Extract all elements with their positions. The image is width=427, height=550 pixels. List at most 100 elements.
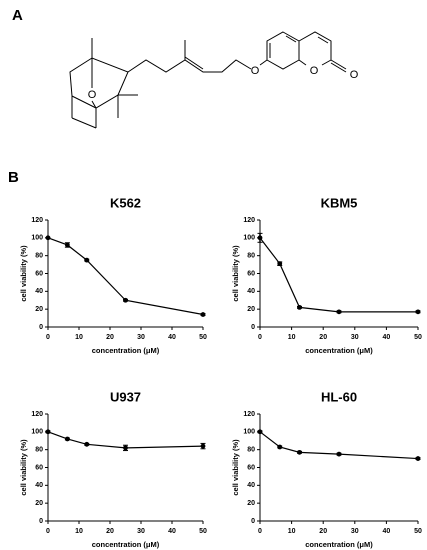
bond [285, 35, 297, 43]
panel-label: A [12, 7, 23, 24]
atom-label: O [88, 89, 97, 101]
y-tick-label: 80 [247, 253, 255, 260]
x-tick-label: 50 [199, 528, 207, 535]
atom-label: O [310, 65, 319, 77]
y-tick-label: 40 [247, 288, 255, 295]
x-tick-label: 20 [106, 528, 114, 535]
ring [298, 31, 332, 66]
x-tick-label: 10 [75, 528, 83, 535]
y-tick-label: 0 [251, 518, 255, 525]
y-tick-label: 20 [247, 306, 255, 313]
y-tick-label: 0 [251, 324, 255, 331]
y-tick-label: 0 [39, 518, 43, 525]
data-point [84, 257, 90, 263]
y-tick-label: 120 [243, 411, 255, 418]
bond [330, 59, 347, 70]
atom-label: O [251, 65, 260, 77]
y-tick-label: 80 [247, 447, 255, 454]
x-axis-label: concentration (μM) [92, 346, 160, 355]
data-point [123, 445, 128, 451]
y-tick-label: 80 [35, 253, 43, 260]
data-point [336, 451, 342, 457]
y-tick-label: 20 [35, 500, 43, 507]
x-tick-label: 50 [414, 334, 422, 341]
y-tick-label: 100 [243, 429, 255, 436]
panel-label: B [8, 169, 19, 186]
chain [127, 59, 252, 73]
data-point [200, 443, 206, 449]
data-point [123, 297, 128, 303]
y-tick-label: 120 [243, 217, 255, 224]
data-point [257, 429, 263, 435]
bond [91, 100, 97, 109]
x-tick-label: 0 [258, 528, 262, 535]
x-tick-label: 50 [199, 334, 207, 341]
x-tick-label: 10 [75, 334, 83, 341]
data-point [277, 444, 283, 450]
x-tick-label: 40 [168, 334, 176, 341]
chart-title: U937 [110, 389, 141, 404]
ring [266, 31, 300, 70]
y-axis-label: cell viability (%) [231, 439, 240, 496]
y-axis-label: cell viability (%) [231, 245, 240, 302]
x-tick-label: 30 [351, 528, 359, 535]
x-axis-label: concentration (μM) [92, 540, 160, 549]
ring [69, 57, 129, 109]
data-point [297, 304, 302, 310]
y-tick-label: 20 [35, 306, 43, 313]
atom-label: O [350, 69, 359, 81]
y-tick-label: 120 [31, 217, 43, 224]
y-tick-label: 120 [31, 411, 43, 418]
bond [298, 59, 307, 66]
x-axis-label: concentration (μM) [305, 540, 373, 549]
data-point [415, 456, 421, 461]
data-point [200, 312, 206, 317]
y-tick-label: 60 [35, 464, 43, 471]
bond [71, 117, 97, 129]
bond [259, 59, 268, 66]
y-tick-label: 100 [243, 235, 255, 242]
x-tick-label: 10 [288, 334, 296, 341]
chart-title: K562 [110, 195, 141, 210]
y-tick-label: 0 [39, 324, 43, 331]
x-tick-label: 10 [288, 528, 296, 535]
chart-title: KBM5 [321, 195, 358, 210]
bond [330, 62, 347, 73]
data-point [64, 436, 70, 442]
y-tick-label: 40 [35, 482, 43, 489]
chart-title: HL-60 [321, 389, 357, 404]
x-tick-label: 30 [137, 334, 145, 341]
y-axis-label: cell viability (%) [19, 439, 28, 496]
data-point [297, 449, 302, 455]
x-tick-label: 40 [383, 334, 391, 341]
data-point [336, 309, 342, 315]
structure [69, 31, 347, 129]
data-point [257, 235, 263, 241]
data-point [64, 242, 70, 248]
y-tick-label: 80 [35, 447, 43, 454]
y-tick-label: 100 [31, 429, 43, 436]
x-tick-label: 30 [351, 334, 359, 341]
y-tick-label: 40 [247, 482, 255, 489]
x-tick-label: 20 [319, 528, 327, 535]
x-tick-label: 0 [258, 334, 262, 341]
data-point [277, 261, 283, 267]
y-tick-label: 60 [247, 464, 255, 471]
y-tick-label: 20 [247, 500, 255, 507]
series-line [259, 237, 418, 313]
x-tick-label: 30 [137, 528, 145, 535]
data-point [415, 309, 421, 315]
x-tick-label: 20 [319, 334, 327, 341]
y-tick-label: 100 [31, 235, 43, 242]
bond [184, 56, 204, 70]
x-tick-label: 20 [106, 334, 114, 341]
y-tick-label: 60 [247, 270, 255, 277]
data-point [84, 441, 90, 447]
x-tick-label: 50 [414, 528, 422, 535]
y-axis-label: cell viability (%) [19, 245, 28, 302]
data-point [45, 235, 51, 241]
x-tick-label: 0 [46, 528, 50, 535]
x-tick-label: 40 [383, 528, 391, 535]
x-tick-label: 0 [46, 334, 50, 341]
